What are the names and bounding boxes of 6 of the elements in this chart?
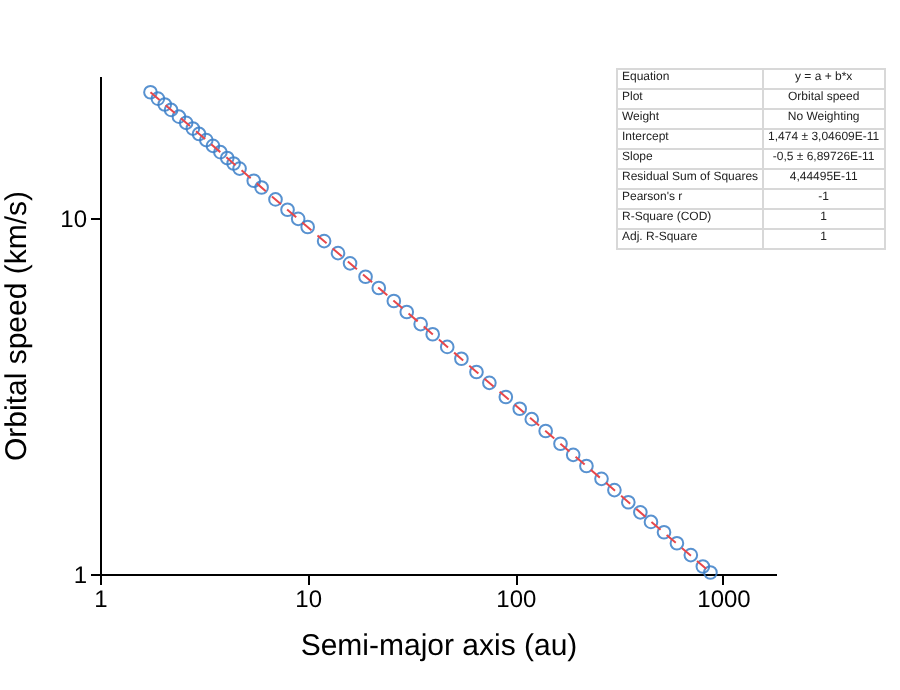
y-axis-title: Orbital speed (km/s) (0, 190, 35, 462)
x-tick-label: 1000 (697, 585, 752, 613)
x-axis-title: Semi-major axis (au) (300, 629, 578, 663)
x-tick-label: 10 (295, 585, 323, 613)
x-tick-label: 100 (496, 585, 537, 613)
x-tick-label: 1 (94, 585, 109, 613)
